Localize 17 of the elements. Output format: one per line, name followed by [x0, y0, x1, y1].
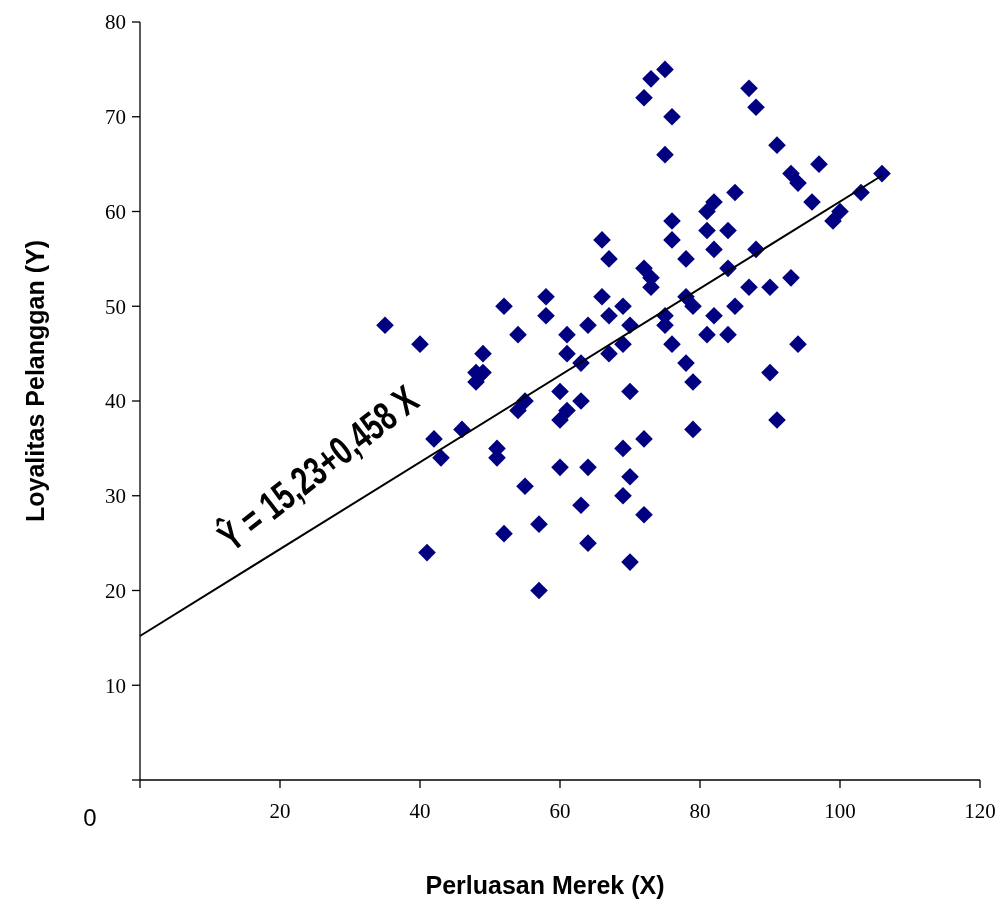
y-axis-title: Loyalitas Pelanggan (Y)	[21, 239, 49, 523]
y-tick-label: 20	[105, 578, 126, 603]
y-tick-label: 70	[105, 105, 126, 130]
x-axis-title: Perluasan Merek (X)	[425, 871, 665, 899]
y-tick-label: 50	[105, 294, 126, 319]
x-tick-label: 60	[549, 799, 571, 823]
y-tick-label: 40	[105, 389, 126, 414]
y-tick-label: 60	[105, 199, 126, 224]
x-tick-label: 40	[409, 799, 431, 823]
x-tick-label: 100	[824, 799, 856, 823]
y-tick-label: 30	[105, 484, 126, 509]
y-tick-label: 10	[105, 673, 126, 698]
text: 0	[83, 804, 97, 831]
x-tick-label: 80	[689, 799, 711, 823]
x-tick-label: 120	[964, 799, 996, 823]
x-tick-label: 20	[269, 799, 291, 823]
y-tick-label: 80	[105, 10, 126, 35]
